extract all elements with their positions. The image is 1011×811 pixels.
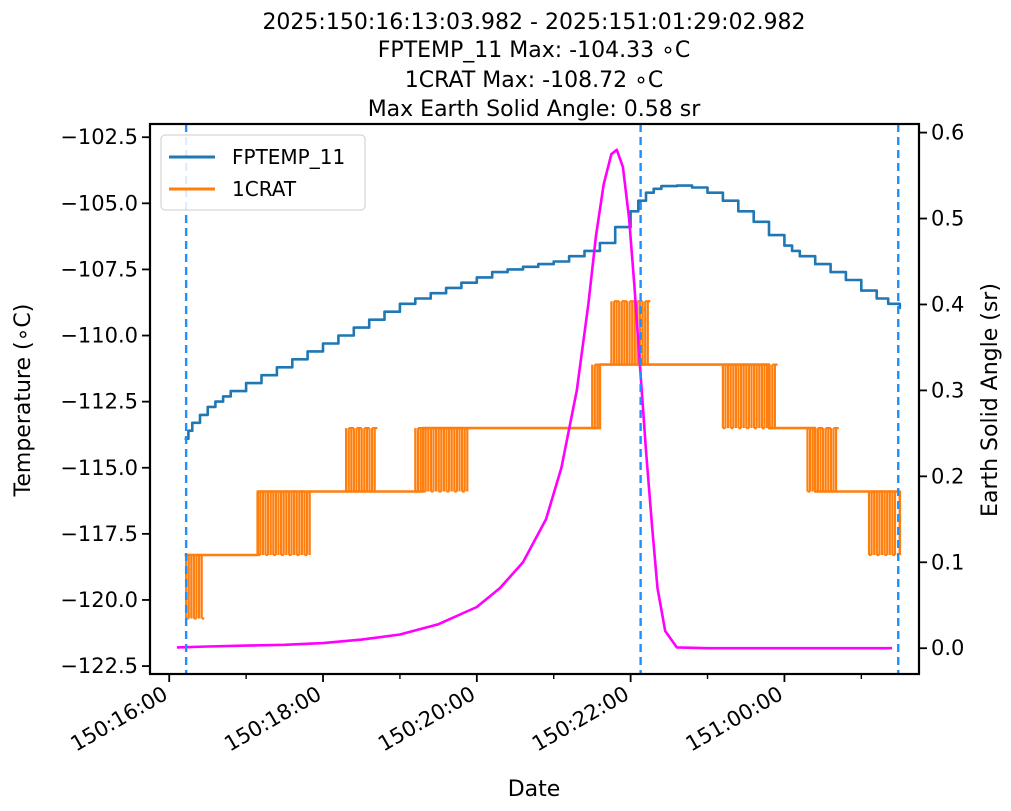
- x-tick-label-2: 150:20:00: [374, 682, 479, 757]
- x-tick-label-4: 151:00:00: [682, 682, 787, 757]
- legend: FPTEMP_11 1CRAT: [160, 134, 366, 211]
- series-1crat-noise-band-0: [185, 553, 205, 620]
- title-line-fptemp-max: FPTEMP_11 Max: -104.33 ∘C: [378, 38, 690, 63]
- title-line-1crat-max: 1CRAT Max: -108.72 ∘C: [405, 68, 663, 93]
- series-1crat-noise-band-8: [867, 490, 898, 557]
- y-tick-label-1: −105.0: [60, 191, 138, 215]
- title-line-time-range: 2025:150:16:13:03.982 - 2025:151:01:29:0…: [262, 10, 805, 35]
- y-tick-label-4: −112.5: [60, 390, 138, 414]
- series-1crat-noise-band-2: [345, 427, 378, 493]
- x-tick-label-1: 150:18:00: [220, 682, 325, 757]
- x-tick-label-0: 150:16:00: [66, 682, 171, 757]
- x-tick-label-3: 150:22:00: [528, 682, 633, 757]
- title-line-earth-solid-angle: Max Earth Solid Angle: 0.58 sr: [368, 97, 702, 122]
- y2-tick-label-0: 0.0: [931, 636, 964, 660]
- y2-tick-label-2: 0.2: [931, 464, 964, 488]
- y-tick-label-5: −115.0: [60, 456, 138, 480]
- y2-tick-label-6: 0.6: [931, 121, 964, 145]
- y2-tick-label-4: 0.4: [931, 292, 964, 316]
- series-line-fptemp: [184, 184, 902, 440]
- y-tick-label-2: −107.5: [60, 257, 138, 281]
- legend-frame: [160, 134, 366, 211]
- series-1crat-noise-band-1: [256, 490, 313, 557]
- plot-series-group: [176, 148, 902, 650]
- y2-tick-label-3: 0.3: [931, 378, 964, 402]
- series-line-earth-solid-angle: [176, 148, 893, 650]
- legend-label-fptemp: FPTEMP_11: [232, 145, 345, 169]
- series-line-1crat: [184, 363, 902, 557]
- y-tick-label-3: −110.0: [60, 324, 138, 348]
- y-tick-label-7: −120.0: [60, 588, 138, 612]
- plot-frame: [148, 122, 921, 676]
- series-1crat-noise-band-7: [806, 427, 839, 493]
- y2-tick-label-1: 0.1: [931, 550, 964, 574]
- plot-area: [176, 124, 902, 674]
- series-1crat-noise-band-5: [610, 300, 651, 366]
- y-tick-label-0: −102.5: [60, 125, 138, 149]
- y-tick-label-6: −117.5: [60, 522, 138, 546]
- x-axis-label: Date: [508, 777, 561, 802]
- y-tick-label-8: −122.5: [60, 654, 138, 678]
- legend-label-1crat: 1CRAT: [232, 177, 297, 201]
- chart-title: 2025:150:16:13:03.982 - 2025:151:01:29:0…: [262, 10, 805, 122]
- y-axis-label: Temperature (∘C): [11, 304, 36, 498]
- y2-tick-label-5: 0.5: [931, 207, 964, 231]
- y2-axis-label: Earth Solid Angle (sr): [978, 283, 1003, 517]
